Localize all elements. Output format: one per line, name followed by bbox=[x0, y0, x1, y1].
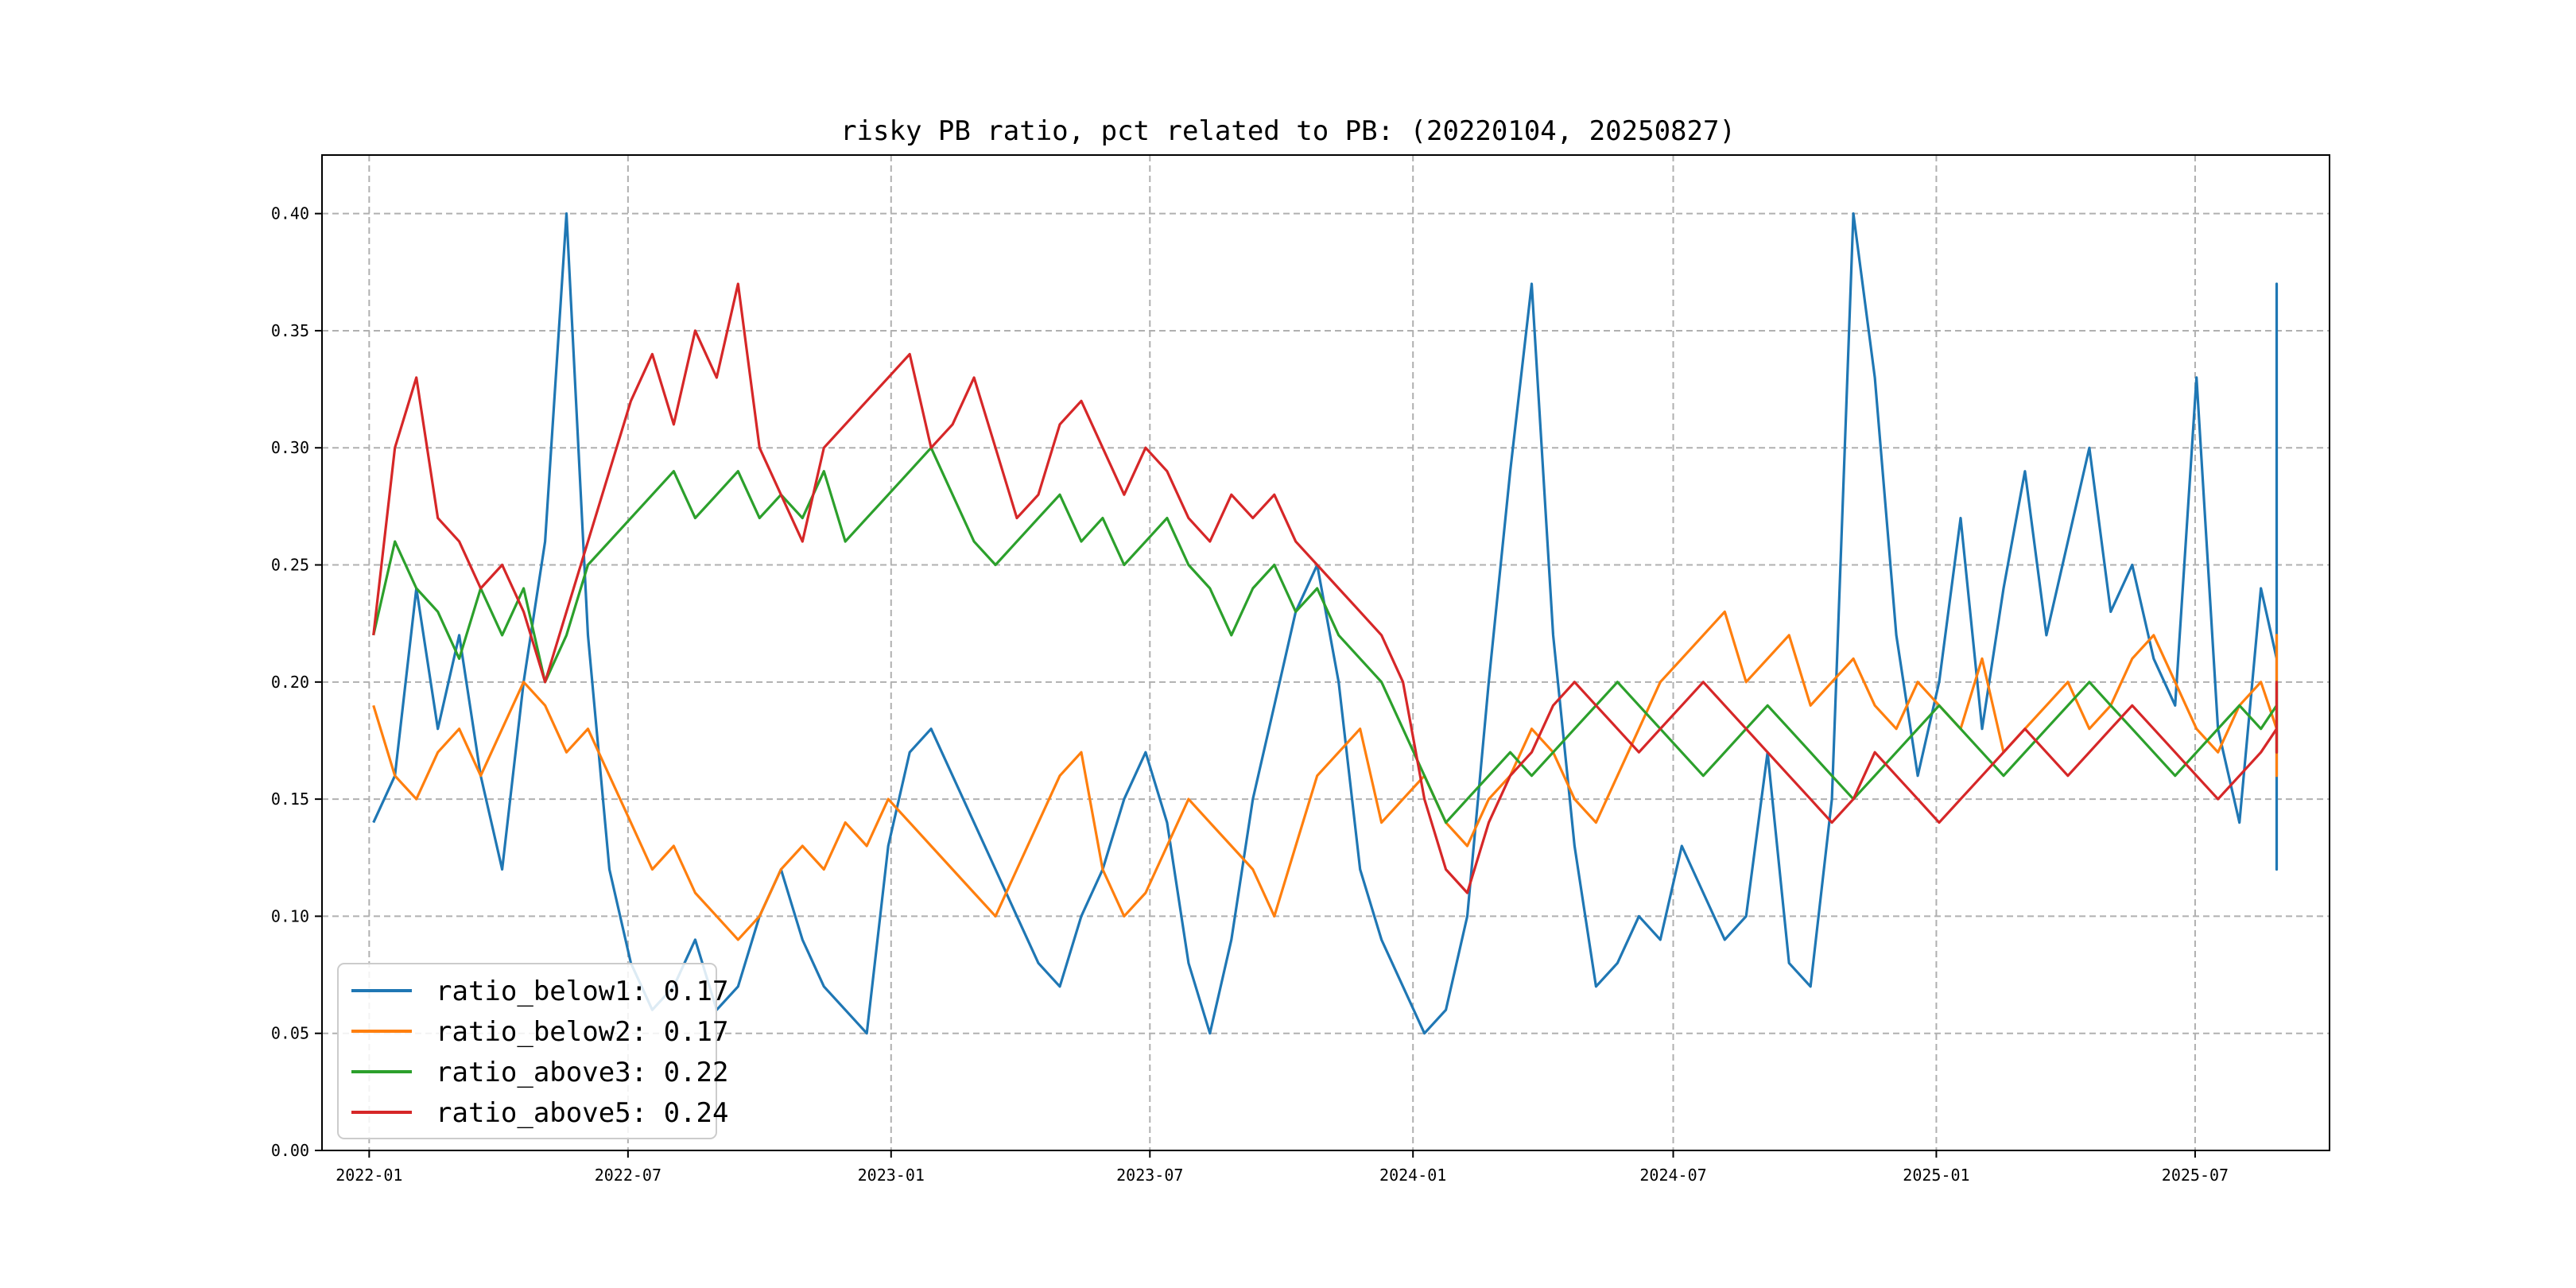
x-tick-label: 2022-01 bbox=[336, 1166, 402, 1185]
y-tick-label: 0.10 bbox=[271, 906, 309, 925]
series-line-ratio_above5 bbox=[372, 282, 2279, 894]
y-tick-label: 0.00 bbox=[271, 1141, 309, 1160]
chart-title: risky PB ratio, pct related to PB: (2022… bbox=[840, 115, 1736, 147]
y-tick-label: 0.05 bbox=[271, 1024, 309, 1043]
x-tick-label: 2024-01 bbox=[1379, 1166, 1446, 1185]
x-tick-label: 2024-07 bbox=[1639, 1166, 1706, 1185]
legend-label-ratio_below1: ratio_below1: 0.17 bbox=[436, 976, 728, 1007]
legend-box bbox=[337, 963, 717, 1139]
plot-frame bbox=[321, 154, 2330, 1151]
legend: ratio_below1: 0.17 ratio_below2: 0.17 rati… bbox=[337, 963, 728, 1139]
legend-label-ratio_above3: ratio_above3: 0.22 bbox=[436, 1057, 728, 1088]
x-tick-label: 2022-07 bbox=[595, 1166, 661, 1185]
y-tick-label: 0.30 bbox=[271, 438, 309, 457]
x-axis: 2022-01 2022-07 2023-01 2023-07 2024-01 2024-… bbox=[336, 1150, 2229, 1185]
series-lines bbox=[372, 212, 2279, 1035]
y-tick-label: 0.40 bbox=[271, 204, 309, 223]
x-tick-label: 2025-01 bbox=[1903, 1166, 1969, 1185]
x-tick-label: 2025-07 bbox=[2162, 1166, 2229, 1185]
legend-label-ratio_above5: ratio_above5: 0.24 bbox=[436, 1097, 728, 1129]
x-tick-label: 2023-01 bbox=[858, 1166, 925, 1185]
y-tick-label: 0.25 bbox=[271, 556, 309, 575]
y-tick-label: 0.15 bbox=[271, 789, 309, 809]
y-tick-label: 0.20 bbox=[271, 673, 309, 692]
y-axis: 0.00 0.05 0.10 0.15 0.20 0.25 0.30 0.35 0.40 bbox=[271, 204, 322, 1160]
x-tick-label: 2023-07 bbox=[1116, 1166, 1183, 1185]
y-tick-label: 0.35 bbox=[271, 321, 309, 340]
legend-label-ratio_below2: ratio_below2: 0.17 bbox=[436, 1016, 728, 1048]
